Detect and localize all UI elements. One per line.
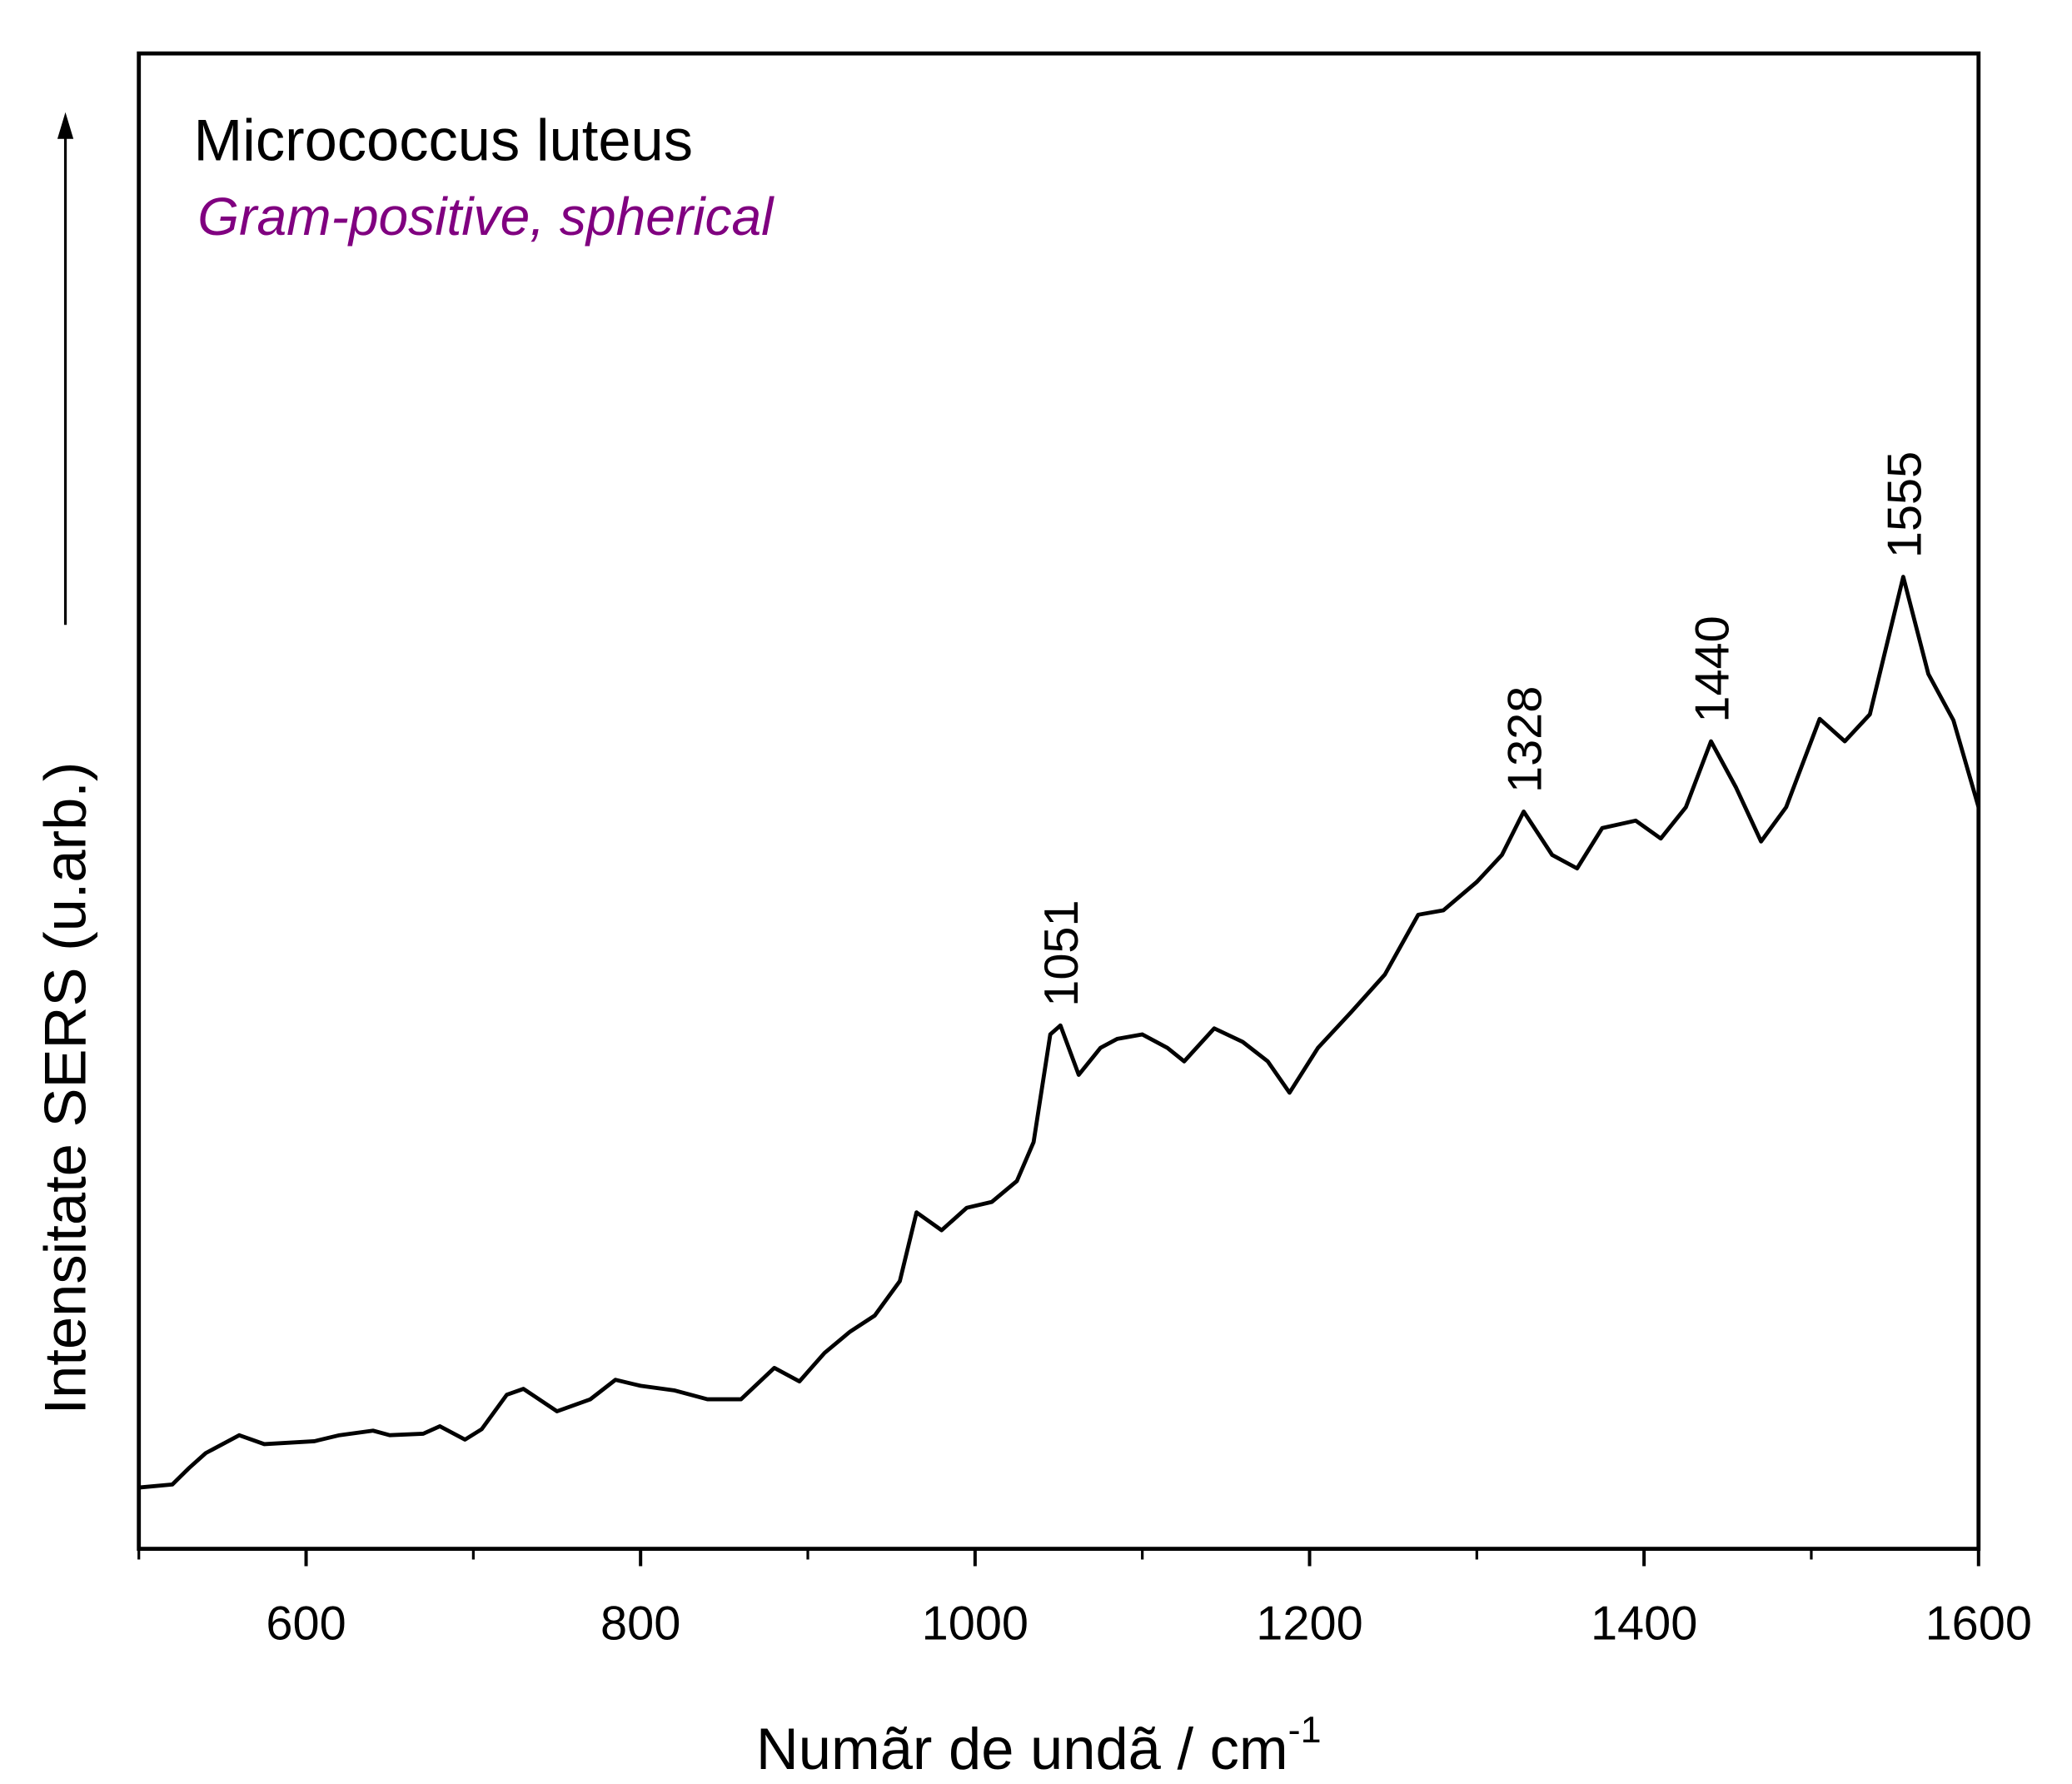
x-axis-label: Numãr de undã / cm-1	[756, 1708, 1322, 1780]
peak-label: 1440	[1686, 615, 1739, 722]
chart-title: Micrococcus luteus	[193, 107, 693, 172]
x-tick-label: 1200	[1256, 1597, 1362, 1651]
chart-subtitle: Gram-positive, spherical	[197, 187, 775, 247]
x-tick-label: 1600	[1925, 1597, 2032, 1651]
x-tick-label: 600	[266, 1597, 346, 1651]
x-axis-label-main: Numãr de undã / cm	[756, 1716, 1288, 1780]
y-axis-label: Intensitate SERS (u.arb.)	[32, 762, 98, 1415]
x-tick-label: 1000	[922, 1597, 1029, 1651]
spectrum-line	[138, 575, 1981, 1490]
peak-label: 1051	[1035, 899, 1088, 1006]
y-arrow-head	[57, 112, 74, 139]
plot-frame	[137, 51, 1981, 1552]
peak-label: 1555	[1878, 451, 1931, 558]
x-tick-label: 1400	[1591, 1597, 1697, 1651]
peak-label: 1328	[1498, 686, 1552, 793]
x-axis-label-sup: -1	[1288, 1708, 1322, 1751]
x-tick-label: 800	[600, 1597, 680, 1651]
